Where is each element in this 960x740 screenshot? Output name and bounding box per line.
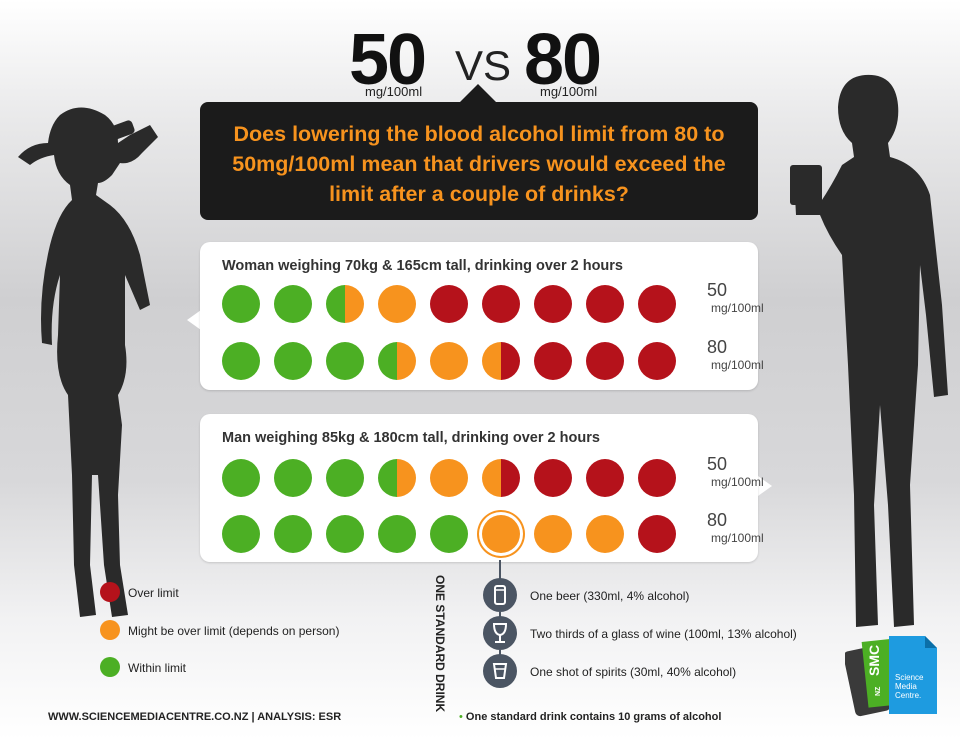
within-limit-dot	[222, 459, 260, 497]
logo-smc-text: SMC	[866, 645, 882, 676]
man-panel-pointer	[758, 476, 772, 496]
beer-label: One beer (330ml, 4% alcohol)	[530, 589, 690, 603]
within-or-maybe-dot	[378, 342, 416, 380]
right-unit-label: mg/100ml	[540, 84, 598, 99]
over-limit-dot	[586, 459, 624, 497]
man-holding-glass-silhouette	[790, 74, 948, 628]
legend-within-label: Within limit	[128, 661, 187, 675]
over-limit-dot	[482, 285, 520, 323]
over-limit-dot	[534, 342, 572, 380]
might-be-over-dot	[430, 459, 468, 497]
proposed-limit-number: 80	[524, 20, 602, 100]
over-limit-dot	[638, 342, 676, 380]
maybe-or-over-dot	[482, 342, 520, 380]
might-be-over-dot	[430, 342, 468, 380]
within-limit-dot	[274, 515, 312, 553]
question-pointer	[458, 84, 498, 104]
wine-glass-icon	[483, 616, 517, 650]
over-limit-dot	[638, 459, 676, 497]
logo-name-text: Science Media Centre.	[895, 673, 924, 700]
over-limit-dot	[638, 285, 676, 323]
might-be-over-dot	[534, 515, 572, 553]
current-limit-number: 50	[349, 20, 427, 100]
within-limit-dot	[222, 342, 260, 380]
legend-maybe-label: Might be over limit (depends on person)	[128, 624, 340, 638]
woman-panel-pointer	[187, 310, 201, 330]
over-limit-dot	[638, 515, 676, 553]
woman-drinking-silhouette	[18, 107, 158, 617]
within-limit-dot	[430, 515, 468, 553]
man-panel-title: Man weighing 85kg & 180cm tall, drinking…	[222, 430, 600, 446]
within-or-maybe-dot	[378, 459, 416, 497]
within-limit-dot	[274, 342, 312, 380]
within-or-maybe-dot	[326, 285, 364, 323]
beer-can-icon	[483, 578, 517, 612]
might-be-over-dot	[586, 515, 624, 553]
within-limit-dot	[274, 285, 312, 323]
over-limit-dot	[586, 285, 624, 323]
smc-logo: SMC NZ Science Media Centre.	[845, 636, 937, 717]
woman-panel-title: Woman weighing 70kg & 165cm tall, drinki…	[222, 258, 623, 274]
row-limit-label: 50 mg/100ml	[707, 280, 764, 315]
left-unit-label: mg/100ml	[365, 84, 423, 99]
row-limit-label: 80 mg/100ml	[707, 510, 764, 545]
standard-drink-heading: ONE STANDARD DRINK	[433, 575, 447, 713]
within-limit-dot	[326, 459, 364, 497]
woman-panel: Woman weighing 70kg & 165cm tall, drinki…	[200, 242, 764, 390]
shot-glass-icon	[483, 654, 517, 688]
row-limit-label: 80 mg/100ml	[707, 337, 764, 372]
within-limit-dot	[222, 515, 260, 553]
over-limit-dot	[534, 459, 572, 497]
maybe-or-over-dot	[482, 459, 520, 497]
bullet-icon: •	[459, 711, 463, 723]
legend-over-label: Over limit	[128, 586, 179, 600]
legend-over-dot	[100, 582, 120, 602]
wine-label: Two thirds of a glass of wine (100ml, 13…	[530, 627, 797, 641]
vs-label: VS	[455, 42, 512, 89]
man-panel: Man weighing 85kg & 180cm tall, drinking…	[200, 414, 764, 562]
legend-maybe-dot	[100, 620, 120, 640]
over-limit-dot	[430, 285, 468, 323]
might-be-over-dot-highlighted	[482, 515, 520, 553]
within-limit-dot	[222, 285, 260, 323]
over-limit-dot	[534, 285, 572, 323]
standard-drink-note: • One standard drink contains 10 grams o…	[459, 711, 722, 723]
over-limit-dot	[586, 342, 624, 380]
within-limit-dot	[326, 515, 364, 553]
within-limit-dot	[274, 459, 312, 497]
question-box: Does lowering the blood alcohol limit fr…	[200, 102, 758, 220]
might-be-over-dot	[378, 285, 416, 323]
row-limit-label: 50 mg/100ml	[707, 454, 764, 489]
footer-credit: WWW.SCIENCEMEDIACENTRE.CO.NZ | ANALYSIS:…	[48, 711, 342, 723]
spirits-label: One shot of spirits (30ml, 40% alcohol)	[530, 665, 737, 679]
drink-connector	[499, 560, 501, 580]
legend-within-dot	[100, 657, 120, 677]
logo-nz-text: NZ	[875, 686, 882, 696]
within-limit-dot	[326, 342, 364, 380]
within-limit-dot	[378, 515, 416, 553]
